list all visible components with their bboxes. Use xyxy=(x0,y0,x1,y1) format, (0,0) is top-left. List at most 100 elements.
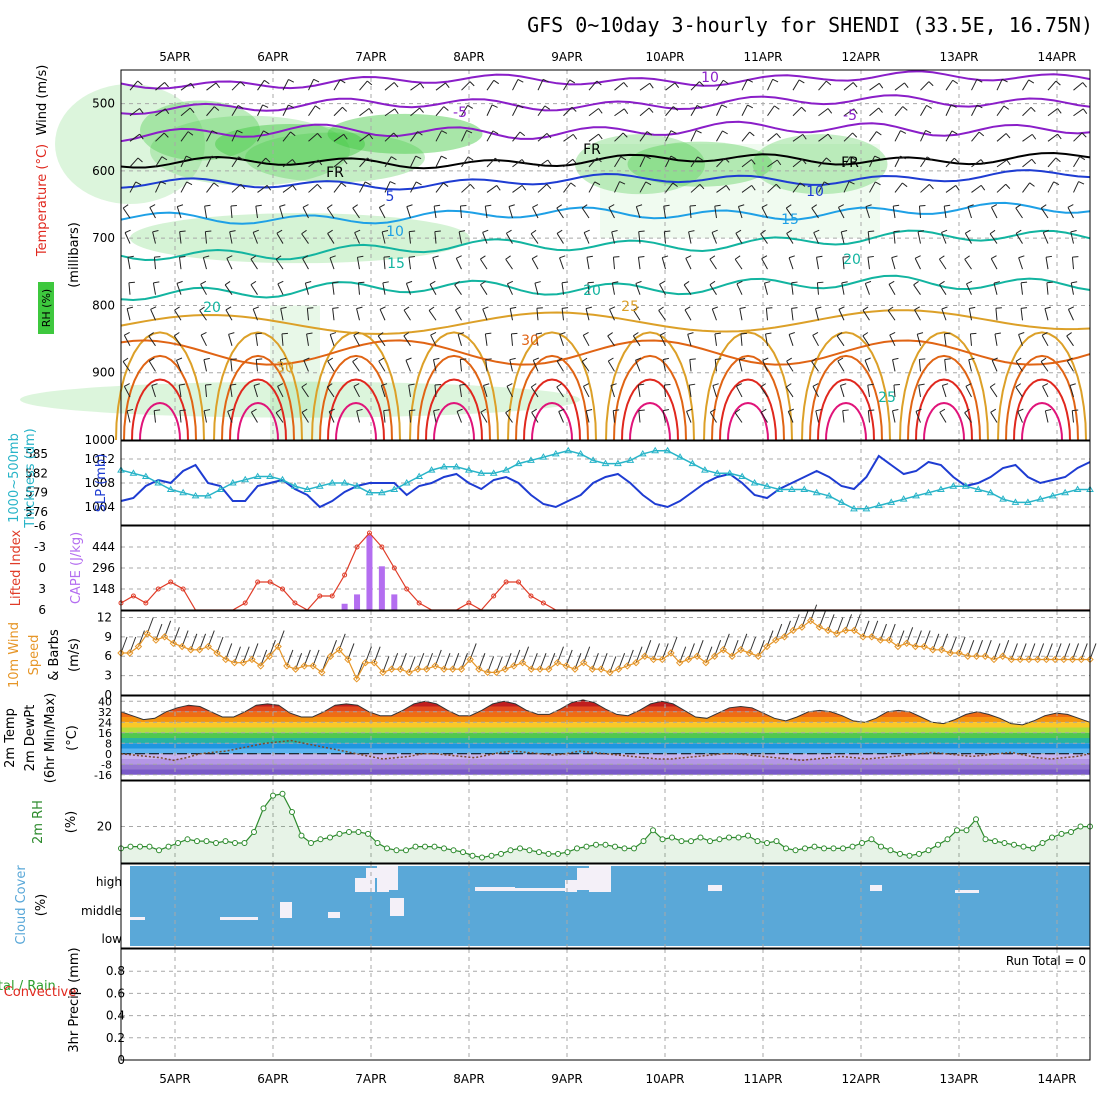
wind-barb xyxy=(359,181,366,193)
wind-barb-flag xyxy=(812,331,819,336)
wind-barb xyxy=(536,308,539,321)
wind-speed-point xyxy=(326,652,335,660)
wind-barb xyxy=(686,411,692,423)
thickness-point xyxy=(402,479,411,486)
wind-speed-point xyxy=(414,665,422,673)
wind-barb-flag xyxy=(644,155,651,160)
wind-barb-flag xyxy=(122,357,129,362)
wind-barb-flag xyxy=(952,79,958,85)
wind-speed-point xyxy=(1051,655,1059,664)
wind-barb-flag xyxy=(1041,331,1048,336)
wind-barb-flag xyxy=(747,104,754,109)
wind-barb xyxy=(122,361,131,372)
wind-barb xyxy=(384,82,395,91)
wind-barb-flag xyxy=(817,281,824,284)
wind-barb xyxy=(711,308,717,321)
wind-barb xyxy=(738,359,743,372)
wind-barb-flag xyxy=(288,104,294,109)
wind-barb-flag xyxy=(456,255,462,259)
rh-point xyxy=(365,830,371,837)
wind-barb xyxy=(377,335,386,347)
thickness-point xyxy=(676,453,684,460)
wind-barb-flag xyxy=(586,255,593,258)
wind-barb-flag xyxy=(841,230,848,233)
wind-barb-flag xyxy=(581,204,588,209)
wind-barb xyxy=(257,80,265,91)
wind-barb xyxy=(639,131,648,142)
wind-speed-point xyxy=(964,652,972,660)
wind-barb xyxy=(1015,207,1023,219)
wind-barb-flag xyxy=(712,306,719,310)
wind-barb-flag xyxy=(695,129,702,134)
wind-barb xyxy=(333,133,345,142)
wind-barb xyxy=(180,107,191,117)
wind-barb-flag xyxy=(1043,229,1049,233)
wind-speed-point xyxy=(545,665,553,673)
wind-axis-label: & Barbs xyxy=(47,629,62,681)
wind-barb xyxy=(432,359,437,372)
wind-barb xyxy=(813,232,819,244)
wind-barb xyxy=(563,158,574,168)
wind-barb-flag xyxy=(544,105,551,110)
wind-barb-flag xyxy=(995,307,1002,309)
wind-barb-flag xyxy=(531,383,537,388)
wind-barb-flag xyxy=(128,281,135,284)
wind-barb xyxy=(429,284,437,295)
wind-speed-point xyxy=(405,668,413,677)
wind-barb-flag xyxy=(1082,82,1087,88)
wind-speed-point xyxy=(195,646,204,654)
temp-bulb-contour xyxy=(703,331,793,441)
wind-barb xyxy=(869,107,879,117)
wind-barb xyxy=(891,257,896,270)
wind-barb-flag xyxy=(521,185,527,191)
wind-barb xyxy=(688,385,692,398)
wind-barb-flag xyxy=(469,184,475,190)
wind-barb-flag xyxy=(445,82,450,89)
rh-point xyxy=(270,792,276,799)
wind-barb xyxy=(277,386,284,398)
wind-barb-flag xyxy=(917,230,925,233)
wind-barb-flag xyxy=(409,230,416,233)
wind-barb xyxy=(153,410,156,423)
wind-barb xyxy=(381,231,386,244)
wind-barb xyxy=(741,131,750,142)
wind-barb xyxy=(326,207,335,219)
wind-barb xyxy=(792,182,801,193)
wind-barb xyxy=(581,207,590,219)
cape-tick-label: 296 xyxy=(92,561,115,575)
thickness-point xyxy=(564,446,573,454)
wind-barb-flag xyxy=(875,181,881,186)
wind-barb-flag xyxy=(1015,357,1022,362)
wind-barb xyxy=(435,130,442,142)
wind-barb xyxy=(811,207,819,219)
wind-barb xyxy=(126,308,131,321)
wind-barb xyxy=(537,133,548,142)
wind-barb-flag xyxy=(434,204,441,207)
wind-barb-flag xyxy=(389,181,396,185)
thickness-point xyxy=(750,479,759,486)
wind-barb-flag xyxy=(1046,281,1053,284)
thickness-point xyxy=(638,449,647,457)
temp-bulb-contour xyxy=(613,354,687,441)
rh-point xyxy=(384,845,390,852)
wind-barb xyxy=(1047,133,1058,142)
wind-barb xyxy=(206,106,215,117)
wind-barb-flag xyxy=(152,229,159,233)
wind-barb xyxy=(864,360,870,372)
wind-barb-flag xyxy=(823,181,830,186)
wind-speed-point xyxy=(562,662,570,670)
wind-barb xyxy=(843,82,854,91)
wind-barb-flag xyxy=(738,204,745,208)
wind-barb xyxy=(841,282,845,295)
wind-speed-point xyxy=(352,675,361,683)
li-point xyxy=(180,586,186,592)
wind-barb xyxy=(637,257,641,270)
temp-bulb-contour xyxy=(425,378,483,441)
wind-barb xyxy=(308,105,316,117)
wind-barb xyxy=(585,308,590,321)
rh-point xyxy=(745,832,751,839)
wind-barb-flag xyxy=(556,357,563,362)
wind-barb-flag xyxy=(250,280,257,286)
wind-speed-point xyxy=(204,642,213,651)
wind-barb-flag xyxy=(230,205,237,207)
